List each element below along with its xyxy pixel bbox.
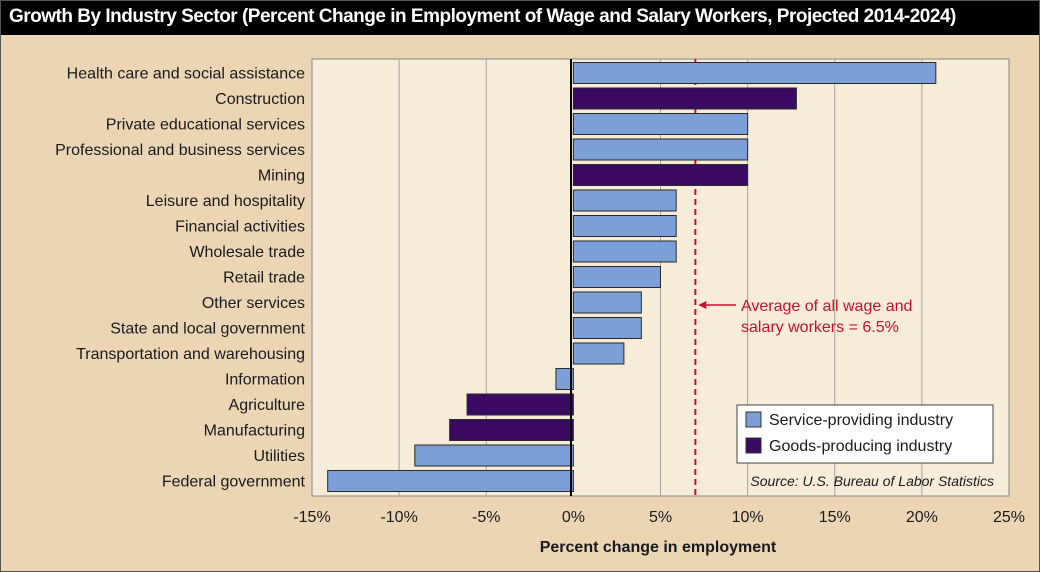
x-tick-label: 25% — [993, 509, 1025, 526]
bar — [572, 291, 642, 314]
category-label: Other services — [202, 295, 305, 312]
category-label: Transportation and warehousing — [76, 346, 305, 363]
bar — [572, 266, 661, 288]
legend: Service-providing industry Goods-produci… — [736, 404, 994, 464]
category-label: Financial activities — [175, 219, 305, 236]
x-axis-title: Percent change in employment — [540, 539, 777, 556]
legend-swatch-service — [745, 411, 762, 428]
bar — [555, 368, 574, 390]
legend-label-goods: Goods-producing industry — [769, 438, 952, 455]
category-label: Federal government — [162, 474, 306, 491]
x-tick-label: 10% — [732, 509, 764, 526]
average-label-line: salary workers = 6.5% — [741, 319, 899, 336]
bar — [572, 317, 642, 339]
category-label: Information — [225, 372, 305, 389]
average-label-line: Average of all wage and — [741, 298, 912, 315]
category-label: Leisure and hospitality — [146, 193, 305, 210]
bar — [572, 215, 677, 237]
chart-title: Growth By Industry Sector (Percent Chang… — [9, 6, 956, 27]
category-label: State and local government — [110, 321, 305, 338]
category-label: Retail trade — [223, 270, 305, 287]
category-label: Utilities — [253, 448, 305, 465]
x-tick-label: -15% — [293, 509, 330, 526]
category-label: Construction — [215, 91, 305, 108]
bar — [327, 470, 574, 492]
category-label: Agriculture — [229, 397, 306, 414]
x-tick-label: 5% — [649, 509, 672, 526]
bar — [572, 189, 677, 212]
tick-labels: -15% -10% -5% 0% 5% 10% 15% 20% 25% — [293, 509, 1025, 526]
category-label: Health care and social assistance — [67, 66, 305, 83]
x-tick-label: -10% — [380, 509, 417, 526]
legend-swatch-goods — [745, 437, 762, 454]
average-arrow-head — [698, 301, 707, 309]
bar — [572, 240, 677, 263]
bar — [572, 164, 749, 186]
category-label: Professional and business services — [55, 142, 305, 159]
category-label: Private educational services — [106, 117, 305, 134]
category-label: Manufacturing — [204, 423, 305, 440]
category-labels: Health care and social assistance Constru… — [55, 66, 305, 491]
bar — [572, 113, 749, 135]
x-tick-label: 20% — [906, 509, 938, 526]
bars — [327, 62, 937, 492]
bar — [466, 393, 574, 416]
category-label: Wholesale trade — [189, 244, 305, 261]
x-tick-label: 0% — [562, 509, 585, 526]
x-tick-label: 15% — [819, 509, 851, 526]
title-bar: Growth By Industry Sector (Percent Chang… — [1, 1, 1039, 35]
legend-label-service: Service-providing industry — [769, 412, 953, 429]
bar — [449, 419, 574, 441]
bar — [572, 342, 625, 365]
bar — [572, 87, 797, 110]
x-tick-label: -5% — [472, 509, 500, 526]
bar — [572, 138, 749, 161]
category-label: Mining — [258, 168, 305, 185]
source-note: Source: U.S. Bureau of Labor Statistics — [750, 473, 994, 489]
bar — [572, 62, 937, 84]
legend-box — [736, 404, 994, 464]
bar — [414, 444, 574, 467]
